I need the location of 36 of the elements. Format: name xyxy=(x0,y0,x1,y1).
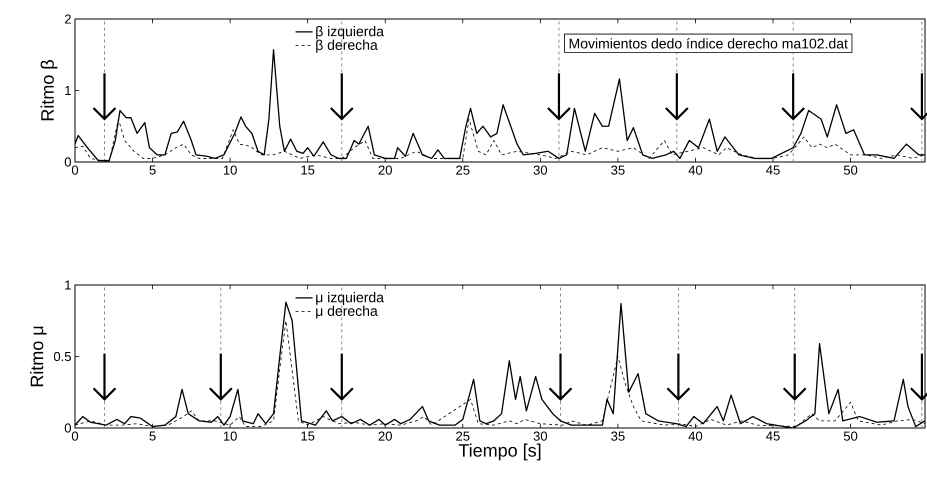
x-tick-label: 0 xyxy=(72,432,78,441)
x-tick-label: 5 xyxy=(149,432,156,441)
annotation: Movimientos dedo índice derecho ma102.dat xyxy=(570,38,848,49)
x-tick-label: 40 xyxy=(688,432,702,441)
x-tick-label: 15 xyxy=(301,432,314,441)
legend-label: β derecha xyxy=(316,40,378,53)
y-tick-label: 0 xyxy=(64,157,71,167)
legend-label: β izquierda xyxy=(316,26,384,40)
x-tick-label: 10 xyxy=(224,432,237,441)
x-tick-label: 15 xyxy=(301,166,314,175)
x-tick-label: 5 xyxy=(149,166,156,175)
x-tick-label: 30 xyxy=(534,432,548,441)
x-tick-label: 45 xyxy=(766,166,780,175)
legend-label: μ derecha xyxy=(316,306,378,318)
x-tick-label: 50 xyxy=(844,166,858,175)
y-tick-label: 0.5 xyxy=(54,352,71,362)
x-axis-title: Tiempo [s] xyxy=(458,444,540,460)
x-tick-label: 0 xyxy=(72,166,78,175)
x-tick-label: 25 xyxy=(456,432,470,441)
x-tick-label: 50 xyxy=(844,432,858,441)
y-tick-label: 0 xyxy=(64,423,71,433)
y-tick-label: 1 xyxy=(65,86,71,95)
x-tick-label: 25 xyxy=(456,166,470,175)
legend-label: μ izquierda xyxy=(316,292,384,306)
x-tick-label: 20 xyxy=(378,432,392,441)
y-axis-title: Ritmo β xyxy=(40,60,58,120)
x-tick-label: 10 xyxy=(224,166,237,175)
x-tick-label: 45 xyxy=(766,432,780,441)
x-tick-label: 35 xyxy=(611,166,625,175)
x-tick-label: 30 xyxy=(534,166,548,175)
y-axis-title: Ritmo μ xyxy=(30,326,47,386)
x-tick-label: 35 xyxy=(611,432,625,441)
y-tick-label: 1 xyxy=(65,280,71,290)
x-tick-label: 20 xyxy=(378,166,392,175)
x-tick-label: 40 xyxy=(688,166,702,175)
y-tick-label: 2 xyxy=(64,14,71,24)
